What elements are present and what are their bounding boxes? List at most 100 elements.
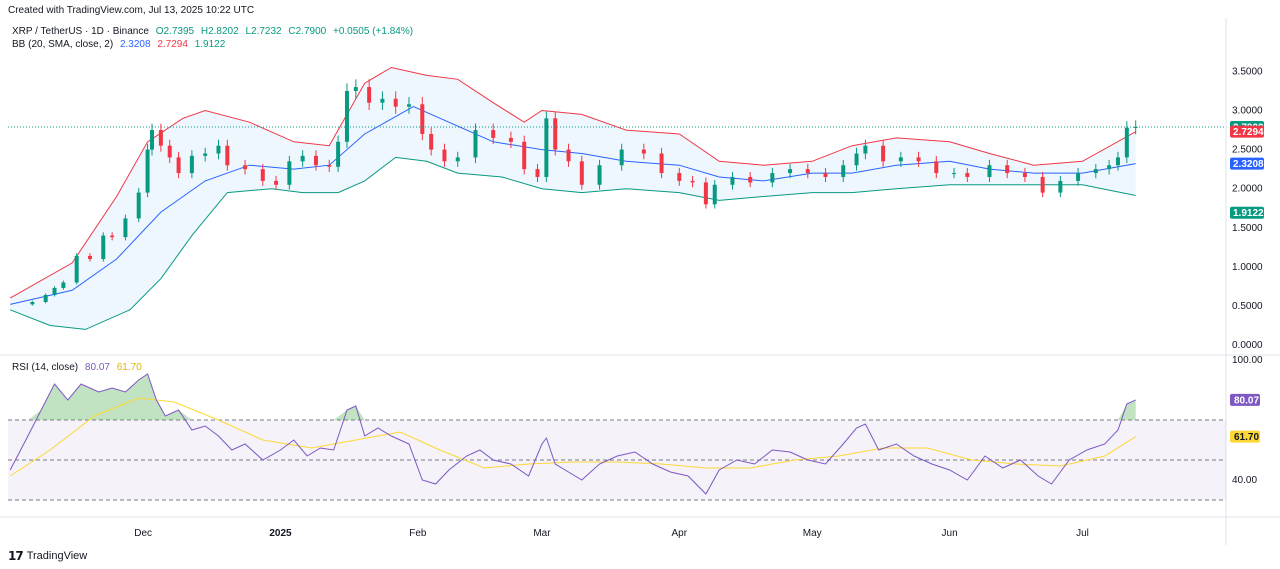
candle-body xyxy=(566,149,571,162)
candle-body xyxy=(597,165,602,185)
time-axis-tick: May xyxy=(803,528,822,539)
time-axis-tick: Dec xyxy=(134,528,152,539)
candle-body xyxy=(841,165,846,177)
candle-body xyxy=(730,176,735,185)
candle-body xyxy=(61,282,66,288)
bb-band-fill xyxy=(10,67,1136,330)
price-axis-tick: 3.5000 xyxy=(1232,66,1263,77)
candle-body xyxy=(952,173,957,175)
symbol-legend: XRP / TetherUS · 1D · Binance O2.7395 H2… xyxy=(12,26,417,37)
candle-body xyxy=(641,149,646,154)
candle-body xyxy=(1005,165,1010,174)
candle-body xyxy=(770,173,775,183)
candle-body xyxy=(287,161,292,185)
bb-basis-value: 2.3208 xyxy=(119,39,151,50)
candle-body xyxy=(1093,169,1098,174)
candle-body xyxy=(1107,165,1112,170)
candle-body xyxy=(659,153,664,174)
rsi-axis-tick: 100.00 xyxy=(1232,355,1263,366)
bb-lower-line xyxy=(10,156,1136,330)
candle-body xyxy=(353,87,358,91)
rsi-overbought-fill xyxy=(147,374,157,420)
candle-body xyxy=(544,118,549,177)
candle-body xyxy=(579,161,584,185)
candle-body xyxy=(934,161,939,174)
candle-body xyxy=(167,145,172,158)
candle-body xyxy=(677,173,682,181)
candle-body xyxy=(344,90,349,142)
candle-body xyxy=(136,192,141,219)
candle-body xyxy=(101,235,106,260)
price-axis-tick: 0.5000 xyxy=(1232,301,1263,312)
rsi-ma-tag: 61.70 xyxy=(1234,432,1259,443)
candle-body xyxy=(690,180,695,183)
rsi-label: RSI (14, close) xyxy=(12,362,79,373)
candle-body xyxy=(1076,173,1081,181)
candle-body xyxy=(110,235,115,238)
candle-body xyxy=(367,87,372,103)
candle-body xyxy=(1133,126,1138,128)
tradingview-logo[interactable]: 17 TradingView xyxy=(8,549,87,563)
candle-body xyxy=(748,176,753,183)
candle-body xyxy=(176,157,181,174)
candle-body xyxy=(916,157,921,162)
time-axis-tick: Jul xyxy=(1076,528,1089,539)
candle-body xyxy=(987,165,992,177)
candle-body xyxy=(712,184,717,205)
rsi-value-tag: 80.07 xyxy=(1234,395,1259,406)
rsi-overbought-fill xyxy=(165,410,179,420)
candle-body xyxy=(260,169,265,181)
rsi-line xyxy=(9,373,1136,495)
price-axis-tick: 2.0000 xyxy=(1232,184,1263,195)
bb-basis-line xyxy=(10,106,1136,305)
bb-label: BB (20, SMA, close, 2) xyxy=(12,39,114,50)
rsi-axis-tick: 40.00 xyxy=(1232,475,1257,486)
candle-body xyxy=(407,104,412,107)
candle-body xyxy=(965,173,970,177)
rsi-overbought-fill xyxy=(112,388,126,420)
rsi-overbought-fill xyxy=(1117,404,1127,420)
candle-body xyxy=(393,98,398,107)
candle-body xyxy=(274,180,279,185)
candle-body xyxy=(473,130,478,158)
bb-basis-tag-bg xyxy=(1230,157,1264,170)
candle-body xyxy=(225,145,230,166)
candle-body xyxy=(491,130,496,138)
symbol-title: XRP / TetherUS · 1D · Binance xyxy=(12,26,149,37)
bb-lower-value: 1.9122 xyxy=(194,39,226,50)
rsi-overbought-fill xyxy=(67,384,82,420)
candle-body xyxy=(420,104,425,134)
price-axis-tick: 0.0000 xyxy=(1232,340,1263,351)
candle-body xyxy=(243,165,248,170)
bb-upper-line xyxy=(9,66,1136,299)
rsi-ma-legend-value: 61.70 xyxy=(116,362,142,373)
bb-upper-value: 2.7294 xyxy=(157,39,188,50)
time-axis-tick: Jun xyxy=(942,528,958,539)
candle-body xyxy=(823,173,828,177)
time-axis-tick: Apr xyxy=(672,528,688,539)
candle-body xyxy=(123,218,128,238)
candle-body xyxy=(300,155,305,162)
price-axis-tick: 3.0000 xyxy=(1232,106,1263,117)
candle-body xyxy=(150,130,155,150)
ohlc-low: L2.7232 xyxy=(245,26,282,37)
price-axis-tick: 1.5000 xyxy=(1232,223,1263,234)
rsi-overbought-fill xyxy=(81,384,99,420)
rsi-ma-line xyxy=(9,397,1136,477)
candle-body xyxy=(87,255,92,260)
candle-body xyxy=(788,169,793,174)
candle-body xyxy=(1058,180,1063,193)
tradingview-brand: TradingView xyxy=(26,550,88,562)
candle-body xyxy=(508,137,513,142)
rsi-overbought-fill xyxy=(333,410,347,420)
candle-body xyxy=(52,287,57,295)
price-axis-tick: 1.0000 xyxy=(1232,262,1263,273)
time-axis-tick: 2025 xyxy=(269,528,292,539)
candle-body xyxy=(429,133,434,150)
candle-body xyxy=(1115,157,1120,166)
candle-body xyxy=(203,153,208,156)
candle-body xyxy=(805,169,810,174)
candle-body xyxy=(30,302,35,305)
bb-upper-tag: 2.7294 xyxy=(1233,127,1264,138)
